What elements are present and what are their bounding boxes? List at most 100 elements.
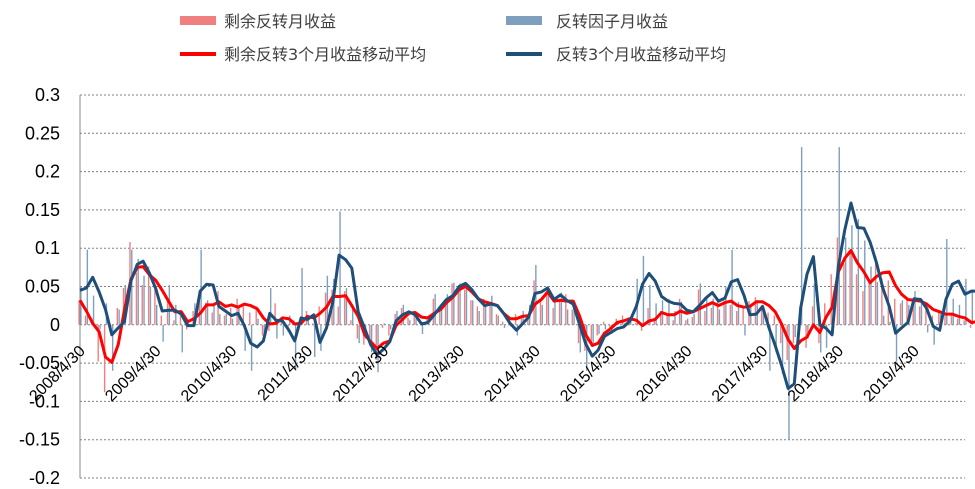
bar-residual-reversal-return [710, 307, 713, 325]
bar-residual-reversal-return [760, 306, 763, 325]
bar-reversal-factor-return [307, 320, 309, 325]
bar-residual-reversal-return [236, 298, 238, 325]
y-tick-label: -0.2 [29, 468, 60, 488]
bar-residual-reversal-return [211, 312, 213, 325]
x-tick-label: 2011/4/30 [255, 343, 317, 405]
bar-reversal-factor-return [206, 300, 209, 325]
bar-reversal-factor-return [838, 147, 840, 325]
bar-residual-reversal-return [381, 324, 384, 328]
bar-residual-reversal-return [571, 309, 573, 325]
bar-reversal-factor-return [80, 286, 82, 325]
bar-residual-reversal-return [767, 312, 769, 325]
bar-residual-reversal-return [539, 301, 542, 325]
bar-residual-reversal-return [274, 303, 276, 325]
bar-residual-reversal-return [855, 274, 858, 325]
legend-label-factor-ma: 反转3个月收益移动平均 [556, 45, 726, 64]
bar-reversal-factor-return [807, 324, 809, 339]
bar-reversal-factor-return [946, 239, 948, 325]
bar-residual-reversal-return [899, 303, 902, 325]
legend: 剩余反转月收益 反转因子月收益 剩余反转3个月收益移动平均 反转3个月收益移动平… [180, 12, 726, 64]
bar-residual-reversal-return [849, 251, 851, 325]
bar-reversal-factor-return [604, 324, 607, 330]
bar-residual-reversal-return [116, 307, 119, 325]
bar-residual-reversal-return [223, 315, 226, 325]
bar-reversal-factor-return [965, 278, 967, 325]
bar-residual-reversal-return [824, 303, 826, 325]
bar-reversal-factor-return [926, 324, 929, 333]
bar-reversal-factor-return [693, 314, 695, 325]
bar-reversal-factor-return [813, 283, 816, 325]
bar-residual-reversal-return [350, 320, 352, 325]
bar-reversal-factor-return [769, 324, 771, 371]
bar-residual-reversal-return [552, 307, 554, 325]
bar-reversal-factor-return [788, 324, 790, 440]
bar-residual-reversal-return [590, 324, 593, 344]
bar-residual-reversal-return [394, 314, 396, 325]
bar-residual-reversal-return [792, 324, 795, 344]
bar-reversal-factor-return [478, 311, 480, 325]
bar-reversal-factor-return [617, 323, 619, 325]
bar-residual-reversal-return [634, 323, 637, 325]
bar-reversal-factor-return [547, 294, 550, 325]
bar-residual-reversal-return [780, 324, 782, 344]
bar-reversal-factor-return [889, 321, 891, 325]
bar-reversal-factor-return [269, 288, 272, 325]
bar-residual-reversal-return [729, 304, 731, 325]
bar-reversal-factor-return [598, 324, 600, 334]
bar-residual-reversal-return [375, 324, 377, 361]
bar-residual-reversal-return [356, 324, 359, 339]
y-tick-label: 0.05 [25, 277, 60, 297]
bar-reversal-factor-return [971, 289, 974, 325]
bar-residual-reversal-return [489, 304, 491, 325]
x-tick-label: 2017/4/30 [709, 343, 771, 405]
bar-reversal-factor-return [459, 283, 461, 325]
bar-residual-reversal-return [268, 324, 270, 331]
bar-residual-reversal-return [122, 288, 125, 325]
bar-residual-reversal-return [660, 311, 662, 325]
bar-reversal-factor-return [326, 275, 329, 325]
bar-reversal-factor-return [155, 304, 158, 325]
bar-residual-reversal-return [135, 272, 138, 325]
bar-reversal-factor-return [718, 309, 721, 325]
legend-label-factor-bar: 反转因子月收益 [556, 12, 668, 31]
bar-residual-reversal-return [103, 324, 106, 393]
bar-reversal-factor-return [794, 324, 796, 338]
bar-residual-reversal-return [483, 298, 485, 325]
x-tick-label: 2013/4/30 [406, 343, 468, 405]
bar-reversal-factor-return [244, 324, 246, 351]
bar-residual-reversal-return [672, 320, 674, 325]
bar-residual-reversal-return [173, 320, 175, 325]
bar-residual-reversal-return [894, 298, 896, 325]
bar-residual-reversal-return [502, 321, 504, 325]
bar-reversal-factor-return [225, 314, 227, 325]
legend-swatch-factor-bar [506, 16, 542, 25]
bar-residual-reversal-return [938, 312, 940, 325]
bar-reversal-factor-return [415, 318, 417, 325]
bar-reversal-factor-return [276, 324, 278, 339]
x-tick-label: 2012/4/30 [330, 343, 392, 405]
bar-residual-reversal-return [160, 315, 163, 325]
bar-reversal-factor-return [434, 294, 436, 325]
bar-residual-reversal-return [255, 306, 257, 325]
legend-swatch-residual-bar [180, 16, 216, 25]
bar-reversal-factor-return [876, 281, 879, 325]
bar-residual-reversal-return [337, 306, 339, 325]
bar-reversal-factor-return [775, 324, 777, 353]
bar-residual-reversal-return [476, 306, 479, 325]
y-tick-label: 0.15 [25, 200, 60, 220]
bar-residual-reversal-return [369, 324, 371, 342]
bar-reversal-factor-return [294, 324, 297, 371]
bar-residual-reversal-return [742, 306, 744, 325]
bar-reversal-factor-return [731, 249, 733, 325]
bar-residual-reversal-return [343, 291, 346, 325]
bar-reversal-factor-return [453, 282, 455, 325]
bar-residual-reversal-return [786, 324, 788, 361]
bar-series [78, 147, 974, 440]
bar-residual-reversal-return [457, 286, 459, 325]
bar-residual-reversal-return [495, 314, 498, 325]
x-tick-label: 2019/4/30 [861, 343, 923, 405]
bar-reversal-factor-return [554, 298, 556, 325]
bar-reversal-factor-return [579, 324, 581, 353]
bar-reversal-factor-return [301, 268, 303, 325]
bar-reversal-factor-return [864, 240, 866, 325]
